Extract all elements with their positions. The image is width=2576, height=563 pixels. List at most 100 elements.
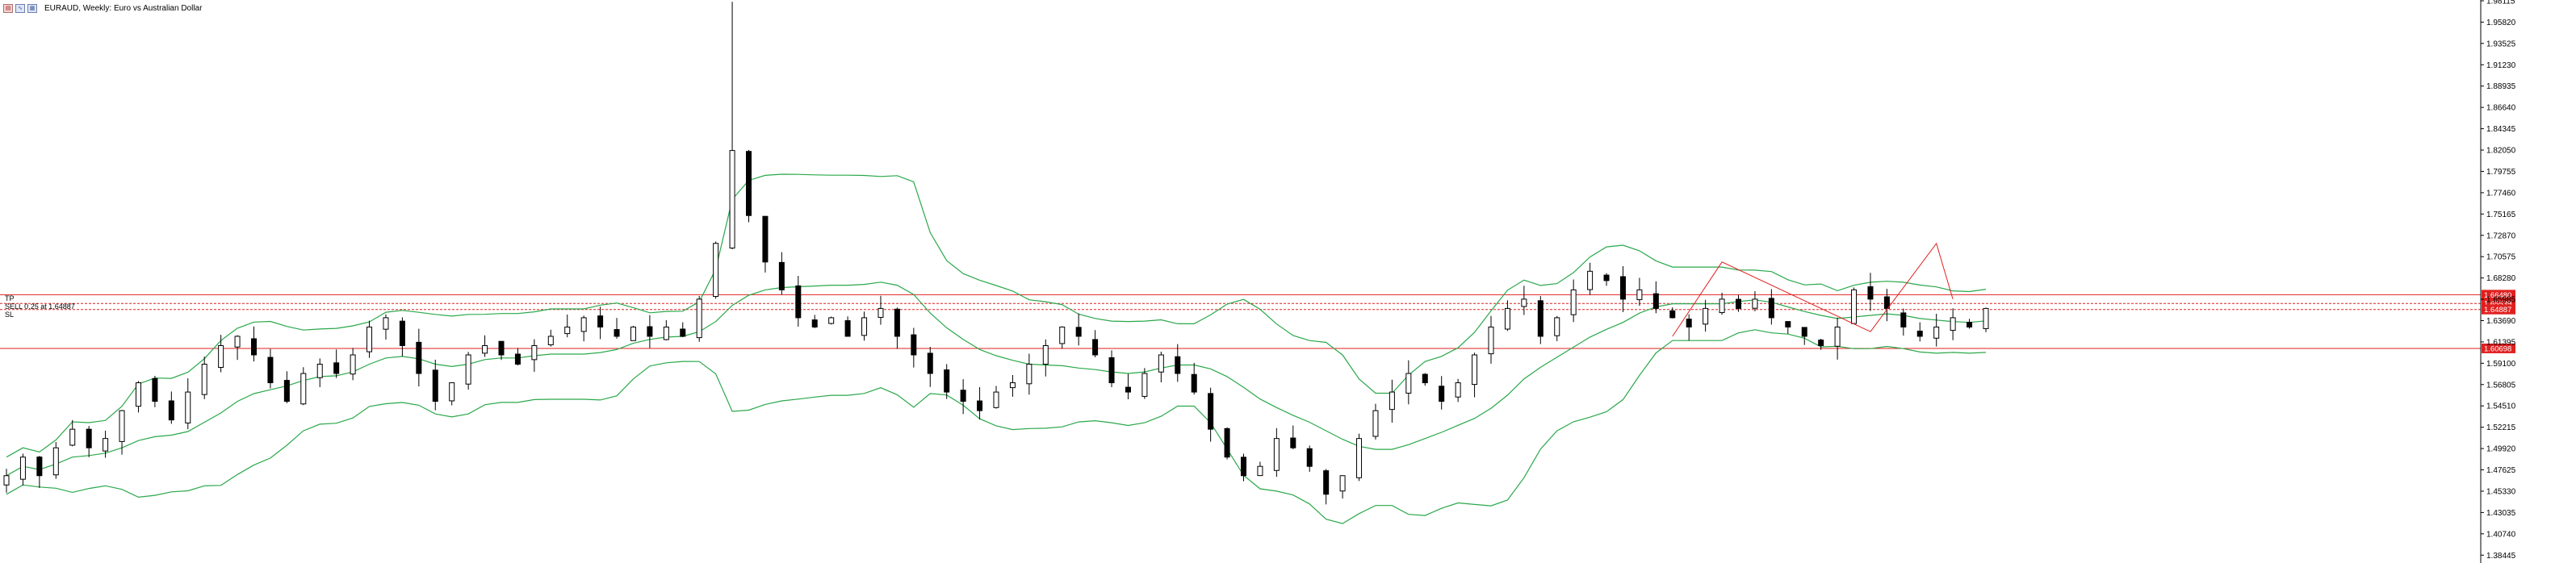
candle-body: [1059, 326, 1066, 344]
candle-body: [960, 390, 966, 402]
price-tick-label: 1.45330: [2486, 487, 2516, 496]
price-tick-label: 1.72870: [2486, 231, 2516, 240]
price-tick-label: 1.65985: [2486, 296, 2516, 305]
candle-body: [234, 336, 241, 348]
candle-body: [1785, 321, 1791, 327]
candle-body: [1405, 373, 1412, 394]
chart-icon[interactable]: ▤: [3, 3, 13, 13]
candle-body: [482, 344, 488, 354]
candle-body: [1818, 340, 1824, 346]
candle-body: [1372, 410, 1379, 437]
candle-body: [878, 307, 884, 318]
candle-body: [52, 447, 59, 476]
candle-body: [19, 457, 26, 480]
candle-body: [283, 380, 290, 402]
price-tick-label: 1.75165: [2486, 211, 2516, 219]
price-tick-label: 1.77460: [2486, 189, 2516, 198]
candle-body: [531, 344, 538, 361]
candle-body: [1521, 298, 1527, 307]
bollinger-upper: [6, 173, 1987, 458]
candle-body: [1290, 437, 1296, 448]
candle-body: [680, 328, 686, 337]
price-tick-label: 1.91230: [2486, 61, 2516, 70]
candle-body: [1075, 327, 1082, 337]
candle-body: [778, 261, 785, 290]
sell-order-label[interactable]: SELL 0.25 at 1.64887: [5, 302, 75, 311]
candle-body: [1686, 319, 1692, 327]
candle-body: [1967, 322, 1973, 327]
candle-body: [152, 377, 158, 402]
candle-body: [1141, 373, 1148, 397]
candle-body: [3, 475, 10, 486]
candle-body: [647, 326, 653, 337]
sl-label[interactable]: SL: [5, 311, 15, 319]
candle-body: [1537, 300, 1544, 337]
candle-body: [729, 150, 735, 249]
candle-body: [1554, 317, 1560, 336]
candle-body: [103, 438, 109, 452]
candle-body: [432, 369, 438, 402]
tp-label[interactable]: TP: [5, 294, 15, 302]
candle-body: [1257, 465, 1263, 477]
candle-body: [1752, 298, 1758, 309]
candle-body: [811, 319, 818, 327]
candle-body: [86, 428, 92, 448]
candle-body: [1009, 382, 1016, 389]
candle-body: [746, 151, 752, 216]
candle-body: [828, 317, 835, 324]
candle-body: [1504, 307, 1510, 330]
candle-body: [1273, 438, 1280, 471]
level-badge-label-current: 1.64887: [2484, 306, 2511, 315]
candle-body: [1191, 373, 1197, 393]
candle-body: [1241, 457, 1246, 477]
candle-body: [1768, 298, 1774, 319]
candle-body: [564, 326, 571, 335]
candle-body: [580, 317, 587, 332]
price-tick-label: 1.47625: [2486, 466, 2516, 475]
candle-body: [911, 334, 917, 356]
candle-body: [1488, 326, 1494, 355]
price-tick-label: 1.52215: [2486, 423, 2516, 432]
bollinger-bands: [6, 173, 1987, 524]
indicator-icon[interactable]: ∿: [15, 3, 25, 13]
candle-body: [367, 326, 373, 352]
template-icon[interactable]: ▦: [27, 3, 37, 13]
price-tick-label: 1.93525: [2486, 40, 2516, 48]
candles: [3, 2, 1989, 505]
price-tick-label: 1.61395: [2486, 338, 2516, 347]
price-tick-label: 1.40740: [2486, 530, 2516, 539]
price-tick-label: 1.86640: [2486, 104, 2516, 113]
candle-body: [795, 285, 802, 319]
candle-body: [1736, 298, 1741, 309]
candle-body: [1306, 448, 1313, 467]
candle-body: [119, 410, 125, 442]
candle-body: [927, 352, 933, 374]
price-tick-label: 1.38445: [2486, 552, 2516, 561]
price-tick-label: 1.56805: [2486, 381, 2516, 390]
trendline-1: [1672, 261, 1871, 337]
price-tick-label: 1.59100: [2486, 360, 2516, 369]
price-tick-label: 1.43035: [2486, 509, 2516, 518]
trendline-2: [1870, 242, 1954, 332]
price-axis: 1.98115 1.95820 1.93525 1.91230 1.88935 1.866…: [2480, 0, 2516, 563]
candle-body: [894, 308, 900, 337]
candle-body: [1323, 470, 1330, 495]
candle-body: [844, 320, 851, 337]
candle-body: [498, 340, 505, 356]
candle-body: [383, 317, 389, 330]
candle-body: [547, 336, 554, 345]
candle-body: [1422, 373, 1428, 384]
candle-body: [1339, 475, 1346, 492]
candle-body: [663, 326, 669, 340]
candle-body: [993, 391, 999, 408]
candle-body: [1703, 307, 1709, 325]
candle-body: [333, 362, 340, 374]
candle-body: [977, 400, 983, 411]
candle-body: [185, 391, 191, 423]
candle-body: [1570, 289, 1577, 315]
candle-body: [218, 344, 224, 369]
candle-body: [762, 215, 769, 263]
